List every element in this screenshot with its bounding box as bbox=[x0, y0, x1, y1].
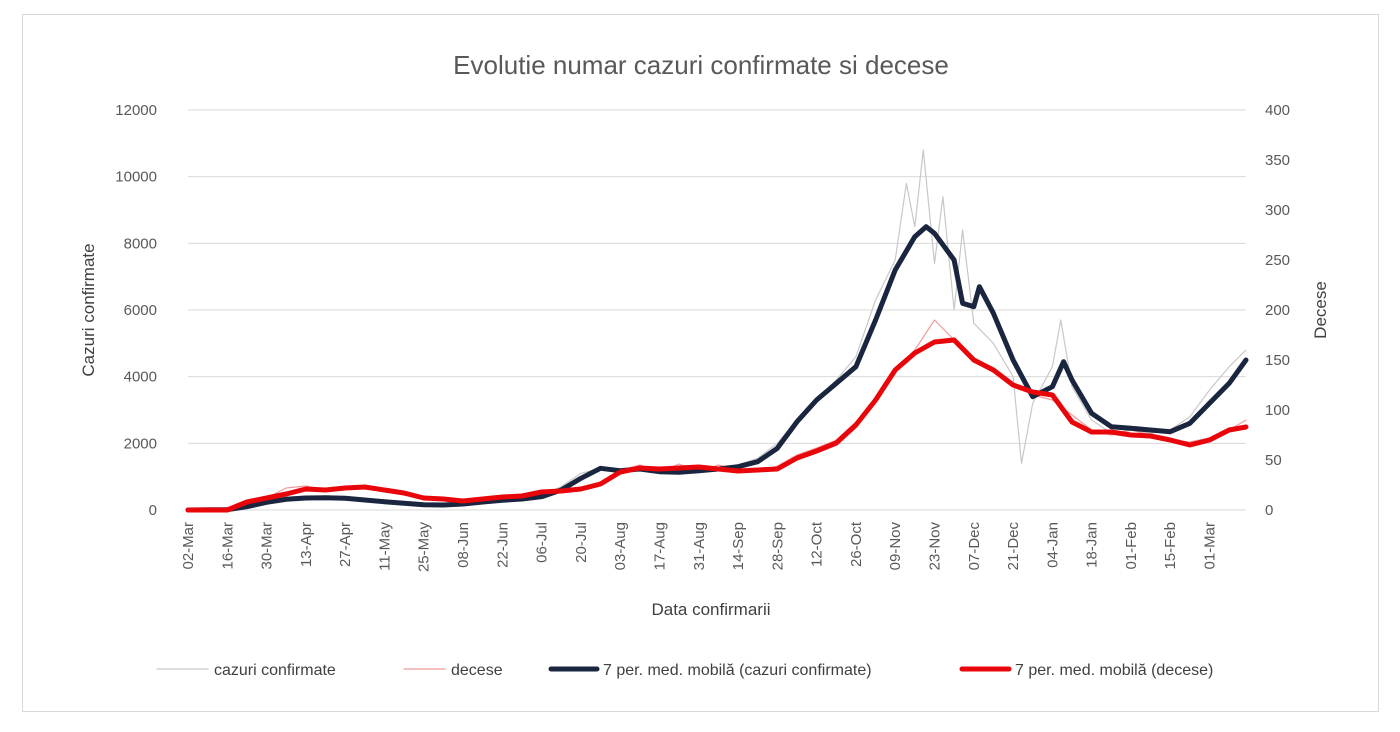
x-tick-label: 04-Jan bbox=[1044, 522, 1061, 568]
x-tick-label: 02-Mar bbox=[180, 522, 197, 570]
y-axis-left-ticks: 0 2000 4000 6000 8000 10000 12000 bbox=[115, 102, 157, 519]
y-axis-right-ticks: 0 50 100 150 200 250 300 350 400 bbox=[1265, 102, 1290, 519]
x-tick-label: 15-Feb bbox=[1162, 522, 1179, 570]
legend-label: 7 per. med. mobilă (cazuri confirmate) bbox=[603, 662, 872, 679]
x-tick-label: 26-Oct bbox=[848, 521, 865, 567]
y-left-tick-label: 8000 bbox=[124, 235, 157, 252]
x-tick-label: 09-Nov bbox=[887, 522, 904, 571]
y-left-tick-label: 12000 bbox=[115, 102, 157, 119]
x-tick-label: 30-Mar bbox=[259, 522, 276, 570]
x-tick-label: 11-May bbox=[376, 522, 393, 571]
chart-title: Evolutie numar cazuri confirmate si dece… bbox=[453, 50, 949, 80]
y-axis-left-title: Cazuri confirmate bbox=[79, 243, 98, 376]
y-right-tick-label: 250 bbox=[1265, 252, 1290, 269]
series-layer bbox=[185, 149, 1249, 513]
x-tick-label: 13-Apr bbox=[298, 522, 315, 567]
series-line-1 bbox=[187, 319, 1247, 511]
x-axis-ticks: 02-Mar 16-Mar 30-Mar 13-Apr 27-Apr 11-May 25-M… bbox=[180, 521, 1219, 572]
x-tick-label: 01-Feb bbox=[1123, 522, 1140, 570]
x-tick-label: 18-Jan bbox=[1084, 522, 1101, 568]
x-tick-label: 28-Sep bbox=[769, 522, 786, 570]
x-tick-label: 23-Nov bbox=[926, 522, 943, 571]
y-left-tick-label: 0 bbox=[149, 502, 157, 519]
x-tick-label: 16-Mar bbox=[219, 522, 236, 570]
x-tick-label: 20-Jul bbox=[573, 522, 590, 563]
y-right-tick-label: 350 bbox=[1265, 152, 1290, 169]
x-tick-label: 14-Sep bbox=[730, 522, 747, 570]
x-axis-title: Data confirmarii bbox=[651, 600, 770, 619]
y-right-tick-label: 300 bbox=[1265, 202, 1290, 219]
x-tick-label: 01-Mar bbox=[1202, 522, 1219, 570]
y-left-tick-label: 2000 bbox=[124, 435, 157, 452]
gridlines bbox=[188, 109, 1246, 511]
x-tick-label: 22-Jun bbox=[494, 522, 511, 568]
x-tick-label: 07-Dec bbox=[966, 522, 983, 571]
y-left-tick-label: 10000 bbox=[115, 169, 157, 186]
y-left-tick-label: 4000 bbox=[124, 369, 157, 386]
x-tick-label: 31-Aug bbox=[691, 522, 708, 570]
legend-label: cazuri confirmate bbox=[214, 662, 336, 679]
y-right-tick-label: 0 bbox=[1265, 502, 1273, 519]
legend-label: 7 per. med. mobilă (decese) bbox=[1015, 662, 1213, 679]
y-right-tick-label: 150 bbox=[1265, 352, 1290, 369]
y-right-tick-label: 100 bbox=[1265, 402, 1290, 419]
series-line-0 bbox=[187, 149, 1247, 511]
y-right-tick-label: 50 bbox=[1265, 452, 1282, 469]
x-tick-label: 08-Jun bbox=[455, 522, 472, 568]
y-axis-right-title: Decese bbox=[1311, 281, 1330, 339]
x-tick-label: 21-Dec bbox=[1005, 522, 1022, 571]
x-tick-label: 25-May bbox=[416, 522, 433, 573]
x-tick-label: 27-Apr bbox=[337, 522, 354, 567]
chart-frame bbox=[22, 14, 1379, 712]
series-line-2 bbox=[185, 224, 1249, 513]
x-tick-label: 03-Aug bbox=[612, 522, 629, 570]
y-right-tick-label: 400 bbox=[1265, 102, 1290, 119]
legend: cazuri confirmate decese 7 per. med. mobil… bbox=[156, 662, 1213, 679]
x-tick-label: 17-Aug bbox=[651, 522, 668, 570]
y-left-tick-label: 6000 bbox=[124, 302, 157, 319]
series-line-3 bbox=[185, 337, 1249, 513]
x-tick-label: 12-Oct bbox=[809, 521, 826, 567]
legend-label: decese bbox=[451, 662, 503, 679]
x-tick-label: 06-Jul bbox=[534, 522, 551, 563]
y-right-tick-label: 200 bbox=[1265, 302, 1290, 319]
